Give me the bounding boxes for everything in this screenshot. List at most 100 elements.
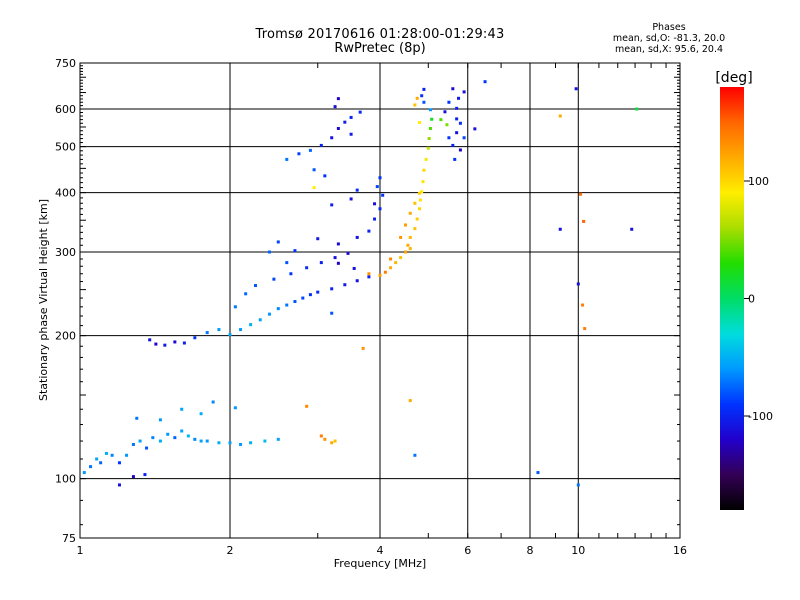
data-point [131, 475, 135, 479]
data-point [420, 190, 424, 194]
data-point [343, 120, 347, 124]
y-tick-label: 750 [55, 57, 76, 70]
y-tick-label: 100 [55, 473, 76, 486]
data-point [148, 338, 152, 342]
data-point [193, 437, 197, 441]
data-point [217, 441, 221, 445]
data-point [394, 261, 398, 265]
data-point [408, 235, 412, 239]
data-point [428, 126, 432, 130]
data-point [421, 180, 425, 184]
colorbar-tick-label: 0 [748, 293, 755, 306]
data-point [422, 168, 426, 172]
data-point [445, 123, 449, 127]
data-point [316, 237, 320, 241]
data-point [233, 406, 237, 410]
data-point [99, 461, 103, 465]
data-point [180, 407, 184, 411]
data-point [418, 198, 422, 202]
data-point [89, 465, 93, 469]
data-point [143, 473, 147, 477]
x-tick-label: 10 [571, 544, 585, 557]
y-tick-label: 600 [55, 103, 76, 116]
data-point [417, 191, 421, 195]
data-point [367, 229, 371, 233]
data-point [413, 103, 417, 107]
data-point [483, 80, 487, 84]
data-point [205, 439, 209, 443]
stats-title: Phases [652, 22, 686, 33]
data-point [336, 261, 340, 265]
data-point [373, 202, 377, 206]
data-point [316, 290, 320, 294]
y-tick-label: 300 [55, 246, 76, 259]
data-point [355, 279, 359, 283]
data-point [211, 400, 215, 404]
data-point [417, 121, 421, 125]
data-point [163, 343, 167, 347]
data-point [413, 453, 417, 457]
data-point [319, 434, 323, 438]
data-point [417, 207, 421, 211]
stats-o-mode: mean, sd,O: -81.3, 20.0 [612, 33, 726, 44]
data-point [451, 87, 455, 91]
chart-title: Tromsø 20170616 01:28:00-01:29:43 [255, 27, 505, 42]
data-point [361, 346, 365, 350]
data-point [333, 256, 337, 260]
data-point [635, 107, 639, 111]
data-point [422, 87, 426, 91]
data-point [297, 152, 301, 156]
data-point [166, 432, 170, 436]
data-point [138, 439, 142, 443]
data-point [352, 266, 356, 270]
y-axis-label: Stationary phase Virtual Height [km] [37, 199, 50, 401]
data-point [305, 404, 309, 408]
data-point [199, 412, 203, 416]
y-tick-label: 500 [55, 141, 76, 154]
x-axis-label: Frequency [MHz] [334, 557, 426, 570]
data-point [455, 106, 459, 110]
data-point [582, 219, 586, 223]
data-point [293, 249, 297, 253]
data-point [408, 211, 412, 215]
data-point [305, 266, 309, 270]
data-point [462, 136, 466, 140]
data-point [253, 284, 257, 288]
data-point [82, 471, 86, 475]
data-point [312, 168, 316, 172]
data-point [576, 282, 580, 286]
data-point [276, 437, 280, 441]
data-point [258, 318, 262, 322]
data-point [453, 157, 457, 161]
data-point [451, 143, 455, 147]
data-point [233, 305, 237, 309]
data-point [330, 203, 334, 207]
data-point [413, 201, 417, 205]
data-point [333, 439, 337, 443]
data-point [455, 131, 459, 135]
data-point [117, 461, 121, 465]
data-point [135, 416, 139, 420]
data-point [319, 143, 323, 147]
data-points [82, 80, 639, 487]
data-point [173, 436, 177, 440]
data-point [323, 437, 327, 441]
stats-x-mode: mean, sd,X: 95.6, 20.4 [614, 44, 724, 55]
data-point [424, 157, 428, 161]
data-point [349, 132, 353, 136]
data-point [426, 146, 430, 150]
data-point [158, 439, 162, 443]
data-point [228, 333, 232, 337]
data-point [428, 108, 432, 112]
data-point [358, 110, 362, 114]
data-point [199, 439, 203, 443]
data-point [381, 193, 385, 197]
data-point [104, 451, 108, 455]
data-point [536, 471, 540, 475]
data-point [330, 311, 334, 315]
data-point [267, 250, 271, 254]
data-point [158, 418, 162, 422]
data-point [239, 328, 243, 332]
colorbar-label: [deg] [715, 70, 752, 86]
data-point [415, 217, 419, 221]
